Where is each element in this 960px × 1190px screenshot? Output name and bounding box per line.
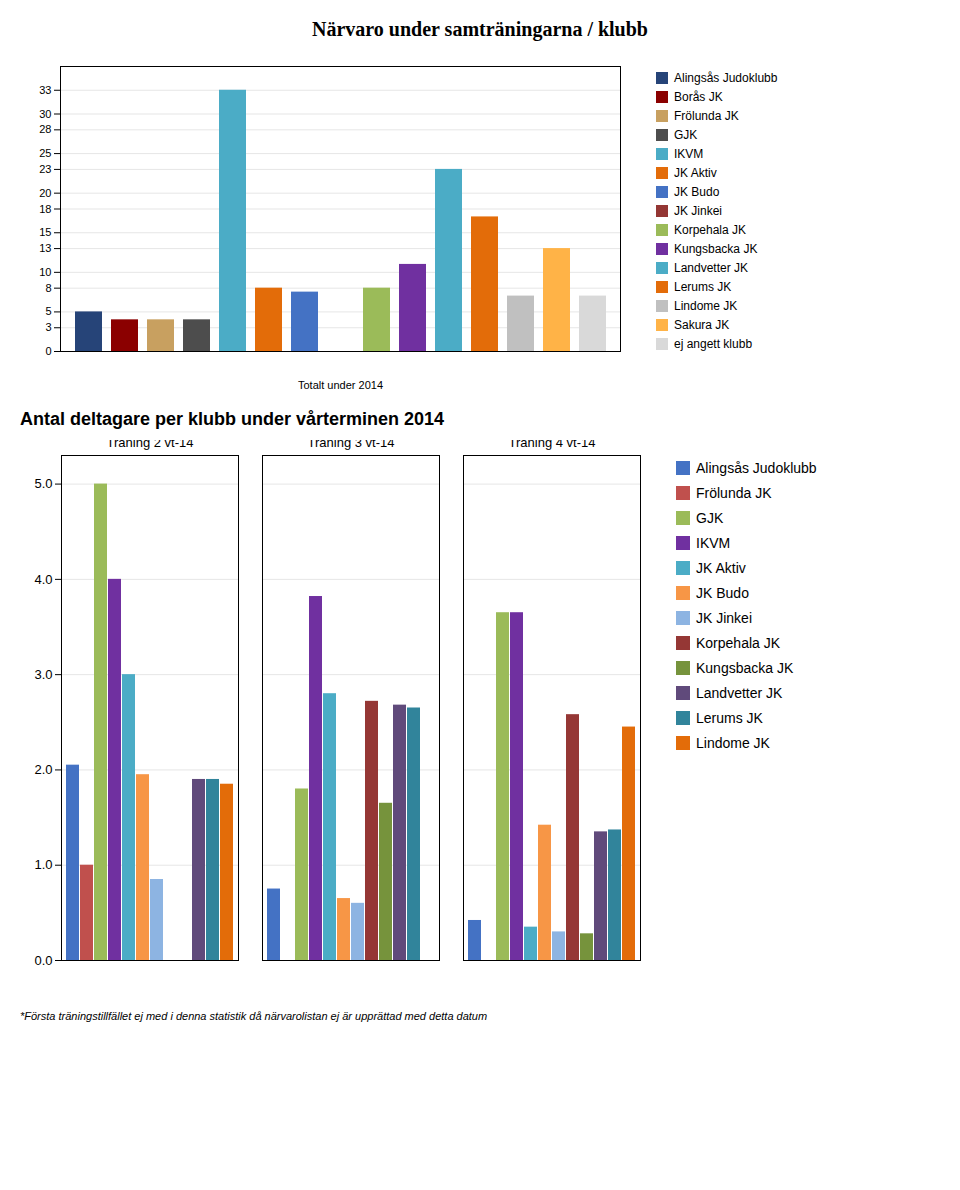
html-text:JK Jinkei: JK Jinkei <box>674 204 722 218</box>
svg-text:13: 13 <box>39 242 51 254</box>
html-text:IKVM: IKVM <box>696 535 731 551</box>
svg-text:0.0: 0.0 <box>34 953 52 968</box>
html-text:JK Aktiv: JK Aktiv <box>674 166 717 180</box>
svg-text:0: 0 <box>45 345 51 357</box>
html-text:Sakura JK: Sakura JK <box>674 318 730 332</box>
html-text:Närvaro under samträningarna /: Närvaro under samträningarna / klubb <box>312 18 648 40</box>
svg-text:5.0: 5.0 <box>34 476 52 491</box>
html-text:Lerums JK: Lerums JK <box>674 280 732 294</box>
svg-text:Träning 4 vt-14: Träning 4 vt-14 <box>509 440 596 450</box>
svg-text:4.0: 4.0 <box>34 572 52 587</box>
html-text:Borås JK: Borås JK <box>674 90 723 104</box>
svg-text:Träning 2 vt-14: Träning 2 vt-14 <box>107 440 194 450</box>
html-text:Landvetter JK: Landvetter JK <box>674 261 748 275</box>
html-text:JK Aktiv: JK Aktiv <box>696 560 746 576</box>
html-text:IKVM: IKVM <box>674 147 704 161</box>
html-text:Lindome JK: Lindome JK <box>696 735 770 751</box>
svg-text:20: 20 <box>39 187 51 199</box>
svg-text:3.0: 3.0 <box>34 667 52 682</box>
html-text:Antal deltagare per klubb unde: Antal deltagare per klubb under vårtermi… <box>20 409 445 429</box>
html-text:Korpehala JK: Korpehala JK <box>674 223 746 237</box>
svg-text:25: 25 <box>39 147 51 159</box>
svg-text:8: 8 <box>45 282 51 294</box>
html-text:Landvetter JK: Landvetter JK <box>696 685 783 701</box>
html-text:Kungsbacka JK: Kungsbacka JK <box>674 242 758 256</box>
html-text:Lindome JK: Lindome JK <box>674 299 738 313</box>
svg-text:15: 15 <box>39 226 51 238</box>
svg-text:10: 10 <box>39 266 51 278</box>
html-text:JK Budo: JK Budo <box>674 185 720 199</box>
html-text:Frölunda JK: Frölunda JK <box>696 485 772 501</box>
html-text:Frölunda JK: Frölunda JK <box>674 109 739 123</box>
html-text:JK Budo: JK Budo <box>696 585 749 601</box>
svg-text:Träning 3 vt-14: Träning 3 vt-14 <box>308 440 395 450</box>
html-text:Kungsbacka JK: Kungsbacka JK <box>696 660 794 676</box>
html-text:GJK: GJK <box>674 128 698 142</box>
html-text:Alingsås Judoklubb: Alingsås Judoklubb <box>696 460 817 476</box>
html-text:GJK: GJK <box>696 510 724 526</box>
html-text:Korpehala JK: Korpehala JK <box>696 635 781 651</box>
html-text:Alingsås Judoklubb: Alingsås Judoklubb <box>674 71 778 85</box>
svg-text:30: 30 <box>39 108 51 120</box>
html-text:Lerums JK: Lerums JK <box>696 710 763 726</box>
svg-text:18: 18 <box>39 203 51 215</box>
svg-text:5: 5 <box>45 305 51 317</box>
html-text:*Första träningstillfället ej: *Första träningstillfället ej med i denn… <box>20 1010 488 1022</box>
html-text:ej angett klubb: ej angett klubb <box>674 337 753 351</box>
svg-text:Totalt under 2014: Totalt under 2014 <box>298 379 383 391</box>
svg-text:3: 3 <box>45 321 51 333</box>
svg-text:1.0: 1.0 <box>34 857 52 872</box>
svg-text:23: 23 <box>39 163 51 175</box>
html-text:JK Jinkei: JK Jinkei <box>696 610 752 626</box>
svg-text:28: 28 <box>39 123 51 135</box>
svg-text:33: 33 <box>39 84 51 96</box>
svg-text:2.0: 2.0 <box>34 762 52 777</box>
